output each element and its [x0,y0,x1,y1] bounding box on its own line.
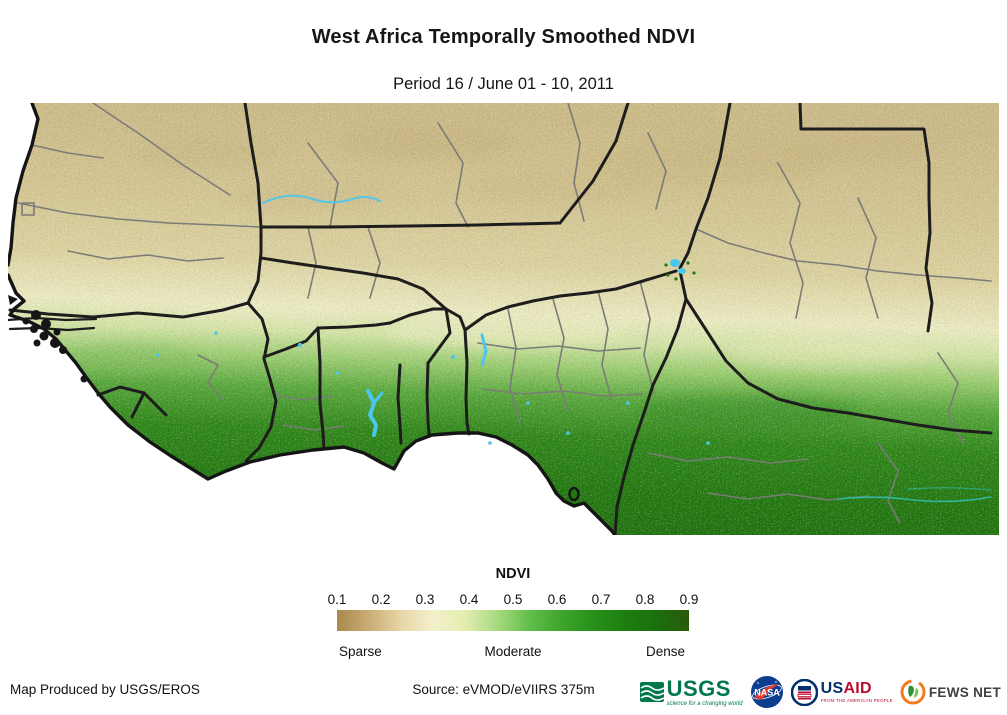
legend-gradient-bar [337,610,689,631]
usaid-logo: USAID FROM THE AMERICAN PEOPLE [790,678,893,706]
legend-tick: 0.2 [371,592,391,607]
nasa-logo: NASA [750,676,783,708]
produced-by-text: Map Produced by USGS/EROS [10,682,200,697]
legend-tick: 0.9 [679,592,699,607]
svg-text:NASA: NASA [754,688,780,698]
legend-tick: 0.6 [547,592,567,607]
source-text: Source: eVMOD/eVIIRS 375m [412,682,595,697]
fewsnet-wordmark: FEWS NET [928,684,1001,700]
legend-title: NDVI [495,566,531,582]
admin-boundaries [17,103,992,524]
legend-label-moderate: Moderate [484,644,542,659]
lake-chad [664,259,696,281]
fewsnet-logo: FEWS NET [900,679,1001,705]
small-lakes [156,331,710,445]
bioko-island [568,486,580,502]
usaid-tagline: FROM THE AMERICAN PEOPLE [820,697,893,703]
usaid-seal-icon [790,678,818,706]
usgs-wordmark: USGS [666,675,731,701]
usgs-tagline: science for a changing world [666,700,743,707]
legend-tick: 0.7 [591,592,611,607]
usgs-logo: USGS science for a changing world [639,675,743,707]
water-features [262,194,992,503]
page-title: West Africa Temporally Smoothed NDVI [311,26,696,48]
legend-tick: 0.1 [327,592,347,607]
ndvi-map-canvas [8,103,999,535]
country-borders [8,103,993,535]
page-subtitle: Period 16 / June 01 - 10, 2011 [393,75,614,93]
legend-label-sparse: Sparse [339,644,382,659]
ndvi-map [8,103,999,535]
usaid-wordmark: USAID [820,680,872,697]
legend-tick-labels: 0.1 0.2 0.3 0.4 0.5 0.6 0.7 0.8 0.9 [328,592,699,608]
legend-tick: 0.4 [459,592,479,607]
partner-logos: USGS science for a changing world NASA U… [639,672,1001,712]
legend-tick: 0.3 [415,592,435,607]
coastal-islands [8,295,88,383]
legend-tick: 0.5 [503,592,523,607]
legend-category-labels: Sparse Moderate Dense [337,644,689,660]
legend-label-dense: Dense [645,644,685,659]
fewsnet-globe-icon [900,679,926,705]
legend-tick: 0.8 [635,592,655,607]
usgs-icon [639,682,664,702]
